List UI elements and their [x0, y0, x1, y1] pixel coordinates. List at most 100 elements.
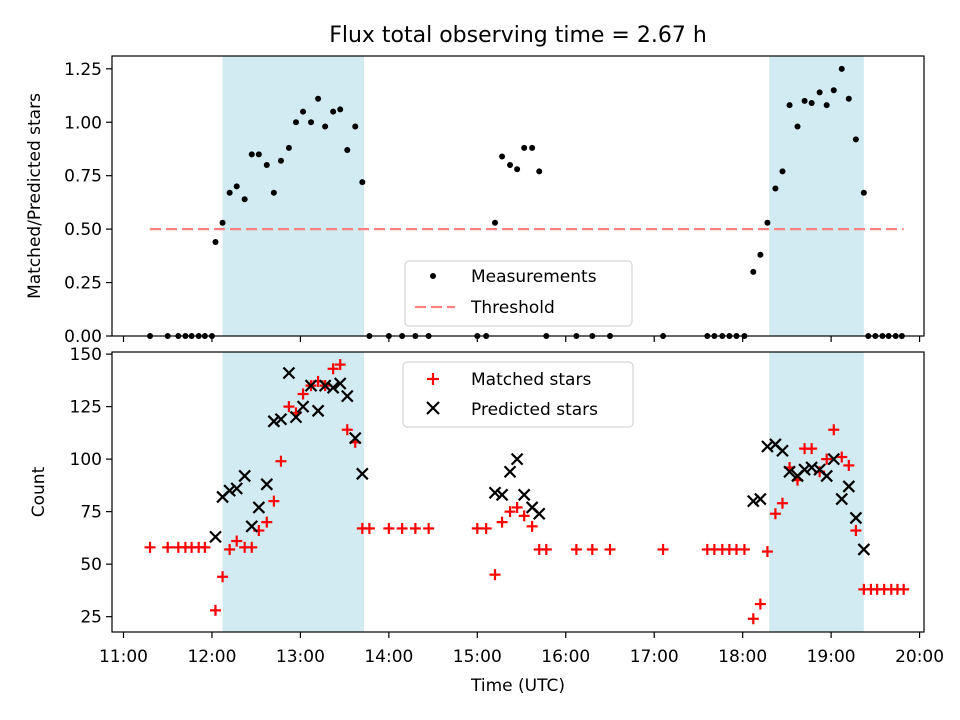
matched-star-point — [518, 510, 530, 522]
predicted-star-point — [532, 507, 546, 521]
matched-star-point — [604, 543, 616, 555]
legend-measurements-marker — [430, 273, 436, 279]
predicted-star-point — [517, 488, 531, 502]
predicted-star-point — [783, 465, 796, 479]
measurement-point — [285, 144, 292, 151]
bottom-panel: 25 50 75 100 125 150 11:00 12:00 13:00 14:00 15:0… — [29, 345, 944, 696]
predicted-star-point — [274, 412, 288, 426]
predicted-star-point — [835, 492, 849, 506]
matched-star-point — [209, 604, 221, 616]
shaded-span — [769, 56, 864, 336]
matched-star-point — [217, 571, 229, 583]
top-y-ticks: 0.00 0.25 0.50 0.75 1.00 1.25 — [64, 60, 112, 347]
predicted-star-point — [304, 379, 318, 392]
matched-star-point — [747, 613, 759, 625]
predicted-star-point — [820, 469, 833, 483]
measurement-point — [860, 189, 867, 196]
matched-star-point — [275, 455, 287, 467]
predicted-star-point — [223, 484, 236, 497]
x-tick-label: 13:00 — [276, 647, 325, 667]
measurement-point — [248, 151, 255, 158]
x-tick-label: 15:00 — [453, 647, 502, 667]
measurement-point — [270, 189, 277, 196]
top-legend: Measurements Threshold — [404, 260, 633, 327]
predicted-star-point — [849, 511, 863, 525]
measurement-point — [764, 219, 771, 226]
matched-star-point — [776, 497, 788, 509]
measurement-point — [845, 95, 852, 102]
predicted-star-point — [842, 480, 856, 493]
y-tick-label: 125 — [70, 398, 102, 418]
measurement-point — [492, 219, 499, 226]
matched-star-point — [738, 543, 750, 555]
matched-star-point — [828, 424, 840, 436]
measurement-point — [830, 87, 837, 94]
matched-star-point — [199, 541, 211, 553]
x-axis-label: Time (UTC) — [470, 676, 565, 696]
measurement-point — [786, 102, 793, 109]
measurement-point — [233, 183, 240, 190]
top-shaded-spans — [222, 56, 864, 336]
matched-star-point — [246, 541, 258, 553]
predicted-star-point — [252, 501, 266, 514]
measurement-point — [308, 119, 315, 126]
matched-star-point — [363, 522, 375, 534]
matched-star-point — [586, 543, 598, 555]
measurement-point — [514, 166, 521, 173]
measurement-point — [808, 100, 815, 107]
x-tick-label: 19:00 — [807, 647, 856, 667]
measurement-point — [255, 151, 262, 158]
bottom-y-axis-label: Count — [29, 466, 49, 517]
matched-star-point — [327, 363, 339, 375]
y-tick-label: 75 — [80, 503, 102, 523]
x-tick-label: 11:00 — [99, 647, 148, 667]
predicted-star-point — [341, 389, 354, 403]
y-tick-label: 150 — [70, 345, 102, 365]
measurement-point — [212, 238, 219, 245]
predicted-star-point — [267, 415, 281, 428]
top-axes-frame — [111, 55, 925, 337]
bottom-legend-box — [402, 361, 634, 428]
matched-star-point — [396, 522, 408, 534]
predicted-star-point — [827, 452, 841, 466]
matched-star-point — [341, 424, 353, 436]
matched-star-point — [334, 359, 346, 371]
matched-star-point — [423, 522, 435, 534]
matched-star-point — [261, 516, 273, 528]
matched-star-point — [283, 401, 295, 413]
measurement-point — [277, 157, 284, 164]
y-tick-label: 0.25 — [64, 274, 102, 294]
matched-star-point — [761, 546, 773, 558]
measurement-point — [322, 123, 329, 130]
legend-predicted-marker — [426, 401, 440, 415]
matched-star-point — [850, 525, 862, 537]
measurement-point — [330, 108, 337, 115]
measurement-point — [750, 268, 757, 275]
legend-measurements-label: Measurements — [471, 267, 597, 287]
measurement-point — [852, 136, 859, 143]
figure-title: Flux total observing time = 2.67 h — [329, 23, 707, 48]
matched-star-point — [754, 598, 766, 610]
measurement-point — [219, 219, 226, 226]
predicted-star-point — [296, 400, 310, 413]
top-y-axis-label: Matched/Predicted stars — [25, 93, 45, 299]
x-tick-label: 14:00 — [364, 647, 413, 667]
predicted-star-point — [238, 469, 251, 483]
measurement-point — [499, 153, 506, 160]
matched-star-point — [511, 501, 523, 513]
matched-star-point — [224, 543, 236, 555]
measurement-point — [816, 89, 823, 96]
bottom-axes-frame — [111, 351, 925, 633]
measurement-point — [536, 168, 543, 175]
matched-star-point — [526, 520, 538, 532]
measurement-point — [521, 144, 528, 151]
y-tick-label: 100 — [70, 450, 102, 470]
y-tick-label: 1.25 — [64, 60, 102, 80]
top-panel: 0.00 0.25 0.50 0.75 1.00 1.25 Matched/Predict… — [25, 55, 925, 347]
matched-star-point — [268, 495, 280, 507]
measurement-point — [507, 162, 514, 169]
predicted-star-point — [230, 482, 243, 495]
matched-star-point — [409, 522, 421, 534]
measurement-point — [772, 185, 779, 192]
